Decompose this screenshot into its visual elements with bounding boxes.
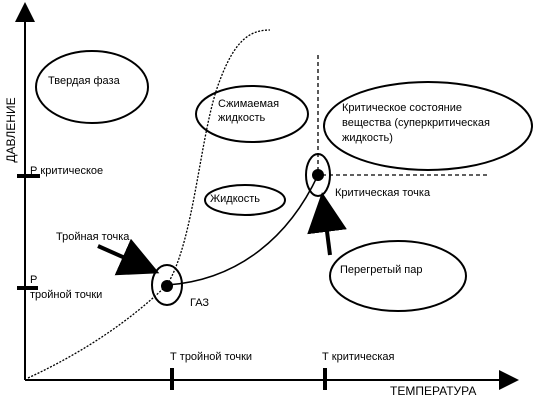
region-label: Перегретый пар	[340, 264, 422, 276]
region-label: ГАЗ	[190, 297, 209, 309]
region-label: Твердая фаза	[48, 75, 121, 87]
triple-point-ring	[151, 264, 183, 306]
critical-point	[312, 169, 324, 181]
solid-region	[35, 50, 149, 124]
x-axis-label: ТЕМПЕРАТУРА	[390, 384, 476, 398]
triple-point	[161, 280, 173, 292]
region-label: вещества (суперкритическая	[342, 117, 490, 129]
arrow	[307, 192, 347, 256]
melting-curve	[166, 29, 271, 286]
y-tick-label: Р критическое	[30, 165, 103, 177]
superheated-vapor-region	[329, 240, 467, 312]
liquid-region	[204, 184, 286, 216]
arrow	[97, 238, 160, 276]
point-label: Критическая точка	[335, 187, 431, 199]
y-tick-label: тройной точки	[30, 289, 102, 301]
point-label: Тройная точка	[56, 231, 130, 243]
region-label: Жидкость	[210, 193, 260, 205]
y-tick-label: Р	[30, 274, 37, 286]
supercritical-region	[323, 81, 533, 171]
region-label: Сжимаемая	[218, 98, 279, 110]
compressible-liquid-region	[195, 85, 309, 143]
y-axis-label: ДАВЛЕНИЕ	[4, 97, 18, 162]
region-label: жидкость	[218, 112, 266, 124]
x-tick-label: Т критическая	[322, 351, 395, 363]
x-tick-label: Т тройной точки	[170, 351, 252, 363]
vaporization-curve	[166, 174, 319, 286]
region-label: Критическое состояние	[342, 102, 462, 114]
region-label: жидкость)	[342, 132, 393, 144]
